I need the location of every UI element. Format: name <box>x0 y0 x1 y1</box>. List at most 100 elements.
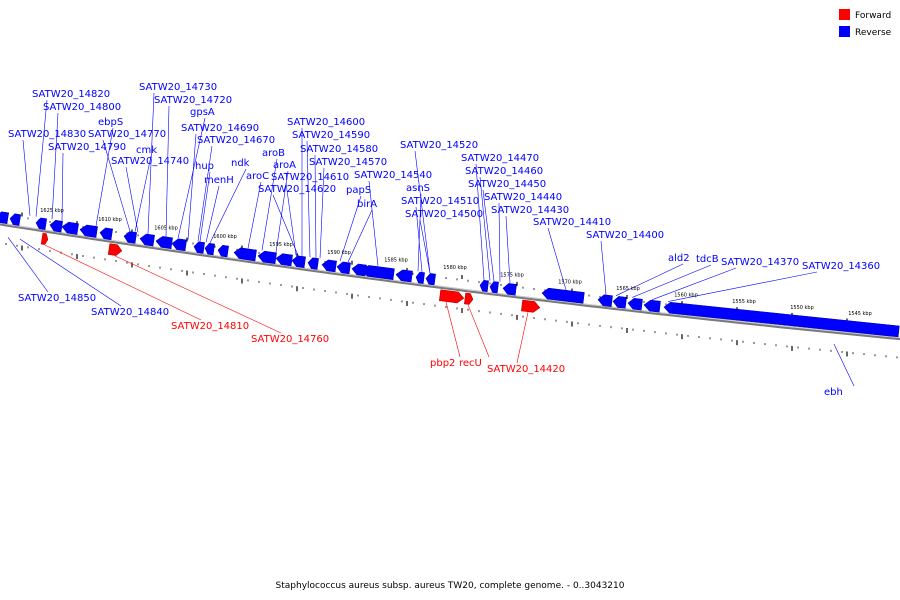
gene-label: SATW20_14540 <box>354 170 432 181</box>
gene-callout-line <box>482 189 495 282</box>
legend-reverse-swatch <box>839 26 850 37</box>
gene-label: SATW20_14600 <box>287 117 365 128</box>
gene-label: SATW20_14810 <box>171 321 249 332</box>
gene-label: SATW20_14460 <box>465 166 543 177</box>
coordinate-label: 1580 kbp <box>443 265 467 271</box>
forward-gene-feature <box>521 299 541 313</box>
reverse-gene-feature <box>233 247 257 262</box>
gene-label: SATW20_14620 <box>258 184 336 195</box>
gene-label: aroB <box>262 148 285 159</box>
gene-label: aroA <box>273 160 296 171</box>
reverse-gene-feature <box>291 255 306 269</box>
gene-callout-line <box>600 240 607 295</box>
reverse-gene-feature <box>217 244 229 258</box>
reverse-gene-feature <box>139 233 155 247</box>
gene-callout-line <box>187 133 197 240</box>
gene-callout-line <box>95 127 114 227</box>
gene-callout-line <box>314 154 317 258</box>
gene-callout-line <box>479 176 491 281</box>
gene-callout-line <box>475 163 485 280</box>
legend-reverse-label: Reverse <box>855 28 892 38</box>
gene-features <box>0 211 900 338</box>
gene-label: tdcB <box>696 254 719 265</box>
reverse-gene-feature <box>643 299 661 313</box>
gene-callout-line <box>44 244 202 321</box>
gene-label: SATW20_14410 <box>533 217 611 228</box>
gene-callout-line <box>272 194 299 256</box>
gene-label: SATW20_14850 <box>18 293 96 304</box>
coordinate-label: 1555 kbp <box>732 299 756 305</box>
gene-callout-line <box>417 193 422 272</box>
gene-callout-line <box>22 139 31 216</box>
gene-label: SATW20_14470 <box>461 153 539 164</box>
gene-callout-line <box>147 92 155 234</box>
reverse-gene-feature <box>61 221 79 235</box>
gene-callout-line <box>102 139 131 232</box>
gene-label: SATW20_14800 <box>43 102 121 113</box>
gene-label: SATW20_14580 <box>300 144 378 155</box>
reverse-gene-feature <box>336 261 351 275</box>
reverse-gene-feature <box>307 257 319 270</box>
gene-callout-line <box>833 344 855 387</box>
coordinate-label: 1590 kbp <box>327 250 351 256</box>
coordinate-label: 1570 kbp <box>558 279 582 285</box>
coordinate-label: 1545 kbp <box>848 311 872 317</box>
reverse-gene-feature <box>489 281 499 294</box>
gene-callout-line <box>285 182 297 256</box>
gene-label: aroC <box>246 171 269 182</box>
reverse-gene-feature <box>415 271 425 284</box>
gene-label: SATW20_14610 <box>271 172 349 183</box>
gene-label: SATW20_14820 <box>32 89 110 100</box>
gene-label: asnS <box>406 183 430 194</box>
coordinate-label: 1575 kbp <box>500 272 524 278</box>
gene-callout-line <box>177 117 206 239</box>
forward-gene-feature <box>464 292 474 305</box>
gene-label: SATW20_14570 <box>309 157 387 168</box>
gene-label: ald2 <box>668 253 690 264</box>
reverse-gene-feature <box>663 301 900 338</box>
gene-label: SATW20_14670 <box>197 135 275 146</box>
reverse-gene-feature <box>479 279 489 293</box>
gene-callout-line <box>368 180 379 267</box>
gene-label: SATW20_14840 <box>91 307 169 318</box>
reverse-gene-feature <box>123 231 137 244</box>
reverse-gene-feature <box>395 269 413 283</box>
gene-callout-line <box>165 105 170 237</box>
gene-label: SATW20_14510 <box>401 196 479 207</box>
gene-callout-line <box>306 140 311 258</box>
gene-callout-line <box>209 168 247 244</box>
gene-label: SATW20_14500 <box>405 209 483 220</box>
gene-label: SATW20_14430 <box>491 205 569 216</box>
coordinate-label: 1610 kbp <box>98 217 122 223</box>
genome-backbone <box>0 222 900 341</box>
gene-callout-line <box>199 171 211 242</box>
reverse-gene-feature <box>627 298 643 311</box>
genome-caption: Staphylococcus aureus subsp. aureus TW20… <box>276 581 625 591</box>
gene-callout-line <box>631 264 712 298</box>
gene-label: SATW20_14770 <box>88 129 166 140</box>
gene-label: SATW20_14520 <box>400 140 478 151</box>
gene-label: birA <box>357 199 377 210</box>
reverse-gene-feature <box>193 241 205 254</box>
gene-callout-line <box>615 263 684 296</box>
coordinate-ticks-lower <box>5 242 898 359</box>
gene-callout-line <box>651 267 737 301</box>
reverse-gene-feature <box>99 227 113 241</box>
gene-callout-line <box>247 181 262 249</box>
coordinate-label: 1625 kbp <box>40 208 64 214</box>
gene-label: SATW20_14790 <box>48 142 126 153</box>
gene-callout-line <box>419 219 431 274</box>
forward-gene-feature <box>40 232 49 245</box>
reverse-gene-feature <box>502 283 517 296</box>
gene-label: ndk <box>231 158 250 169</box>
reverse-gene-feature <box>0 211 10 225</box>
gene-callout-line <box>505 215 511 284</box>
legend-forward-swatch <box>839 9 850 20</box>
coordinate-labels: 1625 kbp 1610 kbp 1605 kbp 1600 kbp 1595 kbp… <box>40 208 872 317</box>
gene-callout-line <box>319 167 325 259</box>
legend-forward-label: Forward <box>855 11 891 21</box>
gene-label: SATW20_14740 <box>111 156 189 167</box>
gene-callout-line <box>125 166 139 233</box>
forward-gene-feature <box>439 289 465 304</box>
